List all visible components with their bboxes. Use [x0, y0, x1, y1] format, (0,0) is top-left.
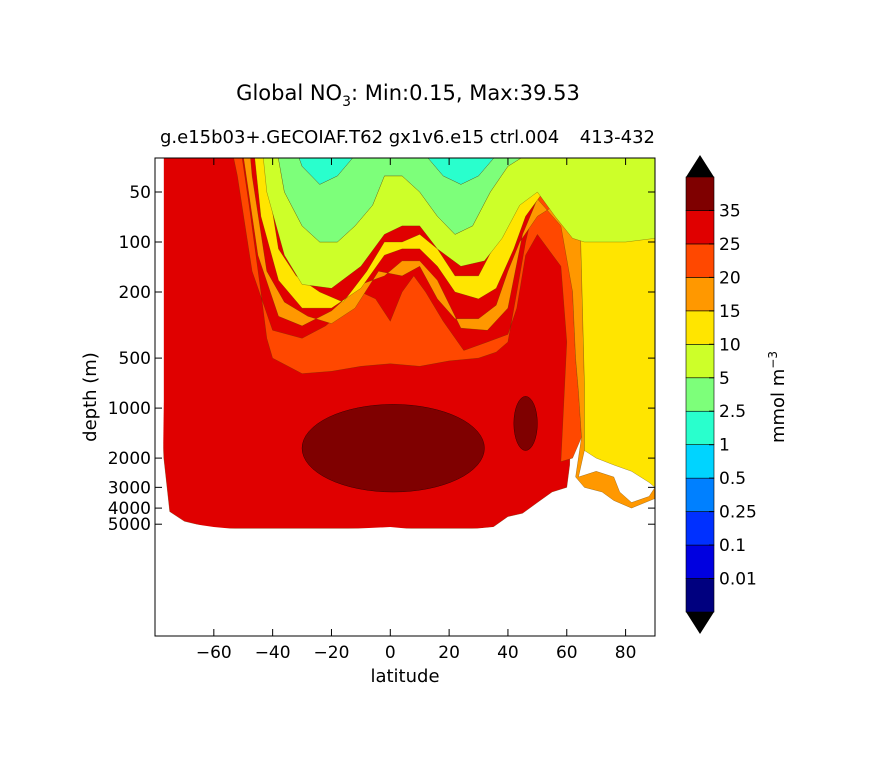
x-tick-label: 20 — [438, 643, 460, 663]
colorbar-swatch — [685, 410, 715, 445]
y-axis-label: depth (m) — [80, 352, 101, 442]
colorbar-swatch — [685, 344, 715, 379]
colorbar-tick-label: 15 — [719, 302, 741, 322]
y-tick-label: 50 — [129, 183, 151, 203]
colorbar-tick-label: 20 — [719, 268, 741, 288]
colorbar-extend-max — [686, 155, 714, 177]
colorbar-tick-label: 1 — [719, 436, 730, 456]
land-mask — [163, 487, 655, 636]
chart-title-main: Global NO — [236, 81, 342, 105]
chart-title-rest: : Min:0.15, Max:39.53 — [351, 81, 580, 105]
colorbar-swatch — [685, 377, 715, 412]
colorbar-swatch — [685, 578, 715, 613]
colorbar-tick-label: 5 — [719, 369, 730, 389]
x-tick-label: 40 — [497, 643, 519, 663]
colorbar-tick-label: 0.1 — [719, 536, 746, 556]
chart-subtitle-right: 413-432 — [580, 127, 655, 148]
plot-frame — [154, 157, 656, 637]
colorbar-swatch — [685, 243, 715, 278]
contour-band-15-20 — [243, 158, 655, 509]
colorbar-label-main: mmol m — [768, 369, 789, 443]
colorbar-swatch — [685, 176, 715, 211]
contour-band-35-0 — [301, 404, 485, 493]
colorbar-tick-label: 2.5 — [719, 402, 746, 422]
colorbar-tick-label: 35 — [719, 201, 741, 221]
y-tick-label: 4000 — [108, 499, 151, 519]
y-tick-label: 5000 — [108, 515, 151, 535]
colorbar-label-exp: −3 — [766, 351, 780, 369]
colorbar-extend-min — [686, 612, 714, 634]
colorbar-tick-label: 10 — [719, 335, 741, 355]
colorbar-label: mmol m−3 — [766, 351, 789, 443]
x-tick-label: 80 — [615, 643, 637, 663]
colorbar-swatch — [685, 544, 715, 579]
colorbar-swatch — [685, 310, 715, 345]
contour-band-35-1 — [513, 396, 538, 451]
x-tick-label: −40 — [255, 643, 291, 663]
chart-subtitle: g.e15b03+.GECOIAF.T62 gx1v6.e15 ctrl.004 — [160, 127, 559, 148]
chart-title-subscript: 3 — [342, 94, 351, 110]
colorbar: 0.01 0.1 0.25 0.5 1 2.5 5 10 15 20 25 35 — [685, 155, 757, 634]
y-tick-label: 3000 — [108, 478, 151, 498]
y-tick-label: 500 — [119, 349, 151, 369]
x-tick-label: 60 — [556, 643, 578, 663]
contour-band-1-2.5 — [298, 158, 495, 185]
x-axis: −60 −40 −20 0 20 40 60 80 — [196, 158, 637, 663]
colorbar-swatch — [685, 277, 715, 312]
colorbar-tick-label: 0.01 — [719, 570, 757, 590]
x-axis-label: latitude — [370, 666, 439, 687]
colorbar-swatch — [685, 210, 715, 245]
y-tick-label: 200 — [119, 283, 151, 303]
colorbar-tick-label: 0.25 — [719, 503, 757, 523]
x-tick-label: −20 — [314, 643, 350, 663]
colorbar-swatch — [685, 444, 715, 479]
y-tick-label: 2000 — [108, 449, 151, 469]
plot-area — [155, 158, 655, 636]
chart-title: Global NO3: Min:0.15, Max:39.53 — [236, 81, 580, 110]
land-mask-south — [155, 158, 164, 636]
y-tick-label: 1000 — [108, 399, 151, 419]
colorbar-swatch — [685, 511, 715, 546]
colorbar-tick-label: 0.5 — [719, 469, 746, 489]
contour-band-2.5-5 — [278, 158, 522, 243]
colorbar-swatch — [685, 477, 715, 512]
x-tick-label: −60 — [196, 643, 232, 663]
colorbar-tick-label: 25 — [719, 235, 741, 255]
y-tick-label: 100 — [119, 233, 151, 253]
x-tick-label: 0 — [385, 643, 396, 663]
